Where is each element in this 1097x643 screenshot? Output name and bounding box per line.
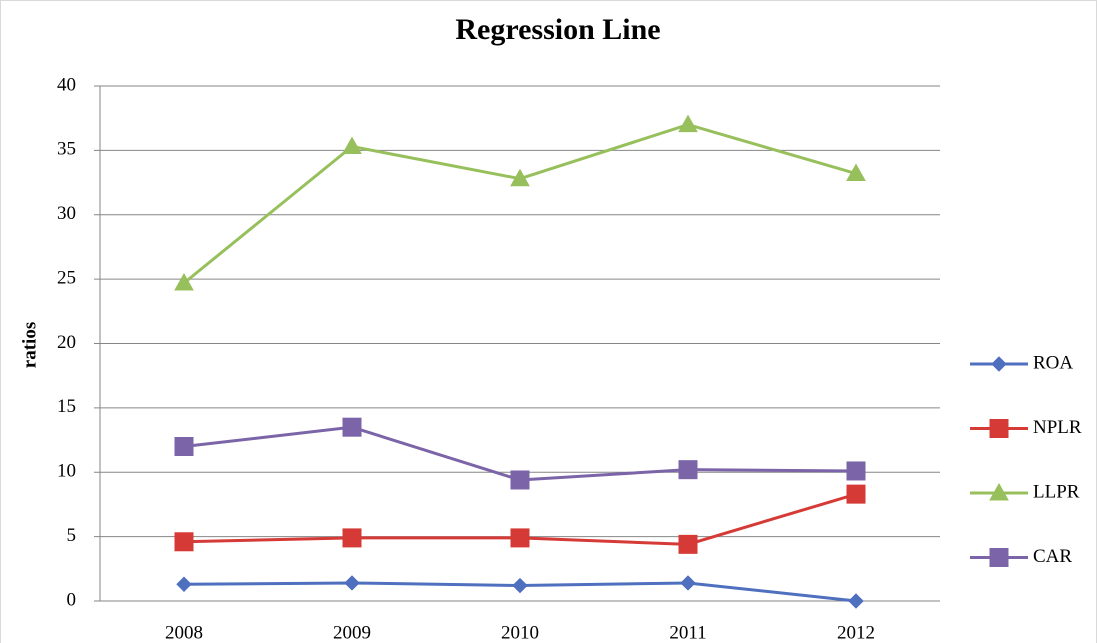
marker: [174, 272, 194, 291]
x-tick-label: 2008: [165, 622, 203, 643]
legend-label: LLPR: [1033, 481, 1080, 502]
marker: [678, 460, 698, 480]
y-tick-label: 5: [67, 525, 77, 546]
y-tick-label: 30: [57, 203, 76, 224]
marker: [174, 437, 194, 456]
marker: [342, 136, 362, 155]
y-tick-label: 20: [57, 332, 76, 353]
y-tick-label: 40: [57, 74, 76, 95]
marker: [510, 168, 530, 187]
marker: [344, 575, 360, 591]
marker: [510, 528, 530, 548]
series-line: [183, 123, 857, 285]
y-axis-label: ratios: [19, 322, 40, 368]
legend-label: NPLR: [1033, 417, 1082, 438]
legend-marker: [989, 482, 1009, 501]
legend-marker: [989, 419, 1009, 438]
x-tick-label: 2010: [501, 622, 539, 643]
y-tick-label: 10: [57, 461, 76, 482]
y-tick-label: 15: [57, 396, 76, 417]
series: [174, 417, 866, 490]
marker: [846, 484, 866, 504]
marker: [176, 576, 192, 592]
legend-marker: [991, 356, 1007, 372]
series: [176, 575, 864, 609]
legend-label: ROA: [1033, 352, 1073, 373]
x-tick-label: 2012: [837, 622, 875, 643]
marker: [846, 461, 866, 481]
series: [174, 484, 866, 554]
marker: [848, 593, 864, 609]
marker: [342, 528, 362, 548]
y-tick-label: 0: [67, 589, 77, 610]
marker: [846, 163, 866, 182]
chart-title: Regression Line: [455, 13, 660, 46]
x-tick-label: 2011: [669, 622, 706, 643]
marker: [174, 532, 194, 552]
marker: [678, 534, 698, 554]
marker: [512, 577, 528, 594]
series: [174, 114, 866, 291]
marker: [342, 417, 362, 437]
legend-marker: [989, 548, 1009, 567]
x-tick-label: 2009: [333, 622, 371, 643]
y-tick-label: 35: [57, 139, 76, 160]
marker: [680, 575, 696, 591]
marker: [678, 114, 698, 133]
y-tick-label: 25: [57, 267, 76, 288]
legend-label: CAR: [1033, 546, 1072, 567]
marker: [510, 470, 530, 490]
